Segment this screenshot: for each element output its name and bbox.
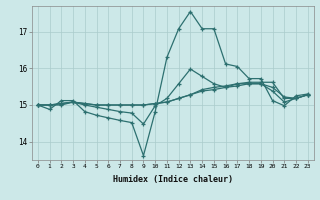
X-axis label: Humidex (Indice chaleur): Humidex (Indice chaleur) [113,175,233,184]
